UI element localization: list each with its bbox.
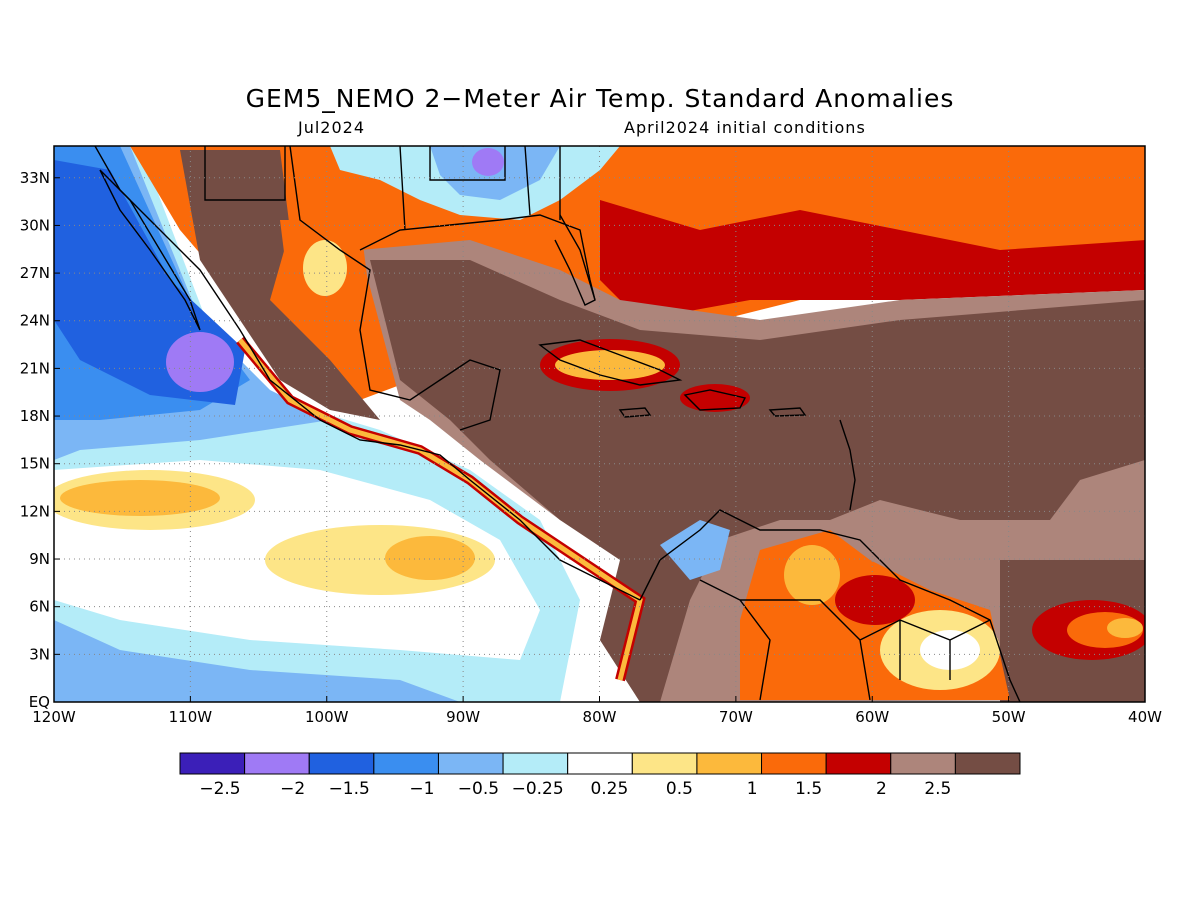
x-tick-label: 60W bbox=[855, 708, 889, 726]
colorbar-label: 0.5 bbox=[666, 779, 693, 799]
pacific-min-anomaly bbox=[166, 332, 234, 392]
y-tick-label: 27N bbox=[20, 264, 50, 282]
y-tick-label: 3N bbox=[29, 645, 50, 663]
atlantic-east-peak bbox=[1107, 618, 1143, 638]
florida bbox=[554, 214, 596, 306]
anomaly-field bbox=[54, 146, 1145, 702]
mexico-pacific-coast bbox=[94, 146, 641, 601]
venezuela-hot-patch bbox=[835, 575, 915, 625]
y-tick-label: 33N bbox=[20, 169, 50, 187]
colorbar-label: 0.25 bbox=[590, 779, 628, 799]
mexico-interior-anomaly bbox=[180, 150, 380, 420]
colorbar-label: 2.5 bbox=[924, 779, 951, 799]
y-tick-label: 9N bbox=[29, 550, 50, 568]
colorbar: −2.5 −2 −1.5 −1 −0.5 −0.25 0.25 0.5 1 1.5 2 2.5 bbox=[179, 752, 1021, 799]
y-tick-label: EQ bbox=[29, 693, 50, 711]
y-tick-label: 6N bbox=[29, 598, 50, 616]
colorbar-label: 1.5 bbox=[795, 779, 822, 799]
y-tick-label: 12N bbox=[20, 502, 50, 520]
coastlines bbox=[94, 146, 1021, 702]
lesser-antilles bbox=[839, 419, 856, 511]
pacific-cool-south-zone bbox=[54, 620, 460, 702]
gulf-coast bbox=[289, 146, 501, 431]
x-tick-label: 40W bbox=[1128, 708, 1162, 726]
cuba bbox=[538, 339, 683, 386]
colorbar-label: −1 bbox=[409, 779, 434, 799]
colorbar-label: −1.5 bbox=[329, 779, 370, 799]
south-america-north-coast bbox=[639, 509, 1021, 702]
colorbar-swatch bbox=[179, 752, 246, 775]
initial-conditions: April2024 initial conditions bbox=[624, 118, 866, 137]
puerto-rico bbox=[768, 407, 807, 417]
y-tick-label: 18N bbox=[20, 407, 50, 425]
hispaniola-hot-patch bbox=[680, 384, 750, 412]
colorbar-swatch bbox=[373, 752, 439, 775]
y-tick-label: 24N bbox=[20, 312, 50, 330]
valid-month: Jul2024 bbox=[298, 118, 366, 137]
x-tick-label: 80W bbox=[583, 708, 617, 726]
venezuela-warm-core bbox=[784, 545, 840, 605]
us-min-anomaly bbox=[472, 148, 504, 176]
colorbar-swatch bbox=[502, 752, 569, 775]
colorbar-swatch bbox=[631, 752, 698, 775]
pacific-warm-patch-central-core bbox=[385, 536, 475, 580]
x-tick-label: 110W bbox=[169, 708, 213, 726]
us-state-lines bbox=[204, 146, 561, 231]
x-tick-label: 90W bbox=[446, 708, 480, 726]
x-tick-label: 120W bbox=[32, 708, 76, 726]
colorbar-swatch bbox=[761, 752, 827, 775]
colorbar-swatch bbox=[890, 752, 956, 775]
y-axis-ticks: EQ 3N 6N 9N 12N 15N 18N 21N 24N 27N 30N 33N bbox=[20, 169, 60, 711]
y-tick-label: 15N bbox=[20, 455, 50, 473]
baja-california bbox=[99, 169, 201, 331]
jamaica bbox=[618, 407, 652, 418]
us-gulf-coast bbox=[359, 214, 596, 301]
colorbar-label: 2 bbox=[876, 779, 887, 799]
colorbar-swatch bbox=[954, 752, 1021, 775]
x-tick-label: 70W bbox=[719, 708, 753, 726]
x-tick-label: 50W bbox=[992, 708, 1026, 726]
x-tick-label: 100W bbox=[305, 708, 349, 726]
colorbar-swatch bbox=[696, 752, 763, 775]
south-america-borders bbox=[699, 579, 991, 701]
y-tick-label: 30N bbox=[20, 216, 50, 234]
grid-lines bbox=[54, 146, 1145, 702]
x-axis-ticks: 120W 110W 100W 90W 80W 70W 60W 50W 40W bbox=[32, 696, 1162, 726]
colorbar-swatch bbox=[437, 752, 504, 775]
colorbar-swatch bbox=[244, 752, 310, 775]
colorbar-swatch bbox=[825, 752, 892, 775]
y-tick-label: 21N bbox=[20, 359, 50, 377]
mexico-warm-center bbox=[303, 240, 347, 296]
colorbar-label: −0.25 bbox=[512, 779, 564, 799]
colorbar-swatch bbox=[567, 752, 633, 775]
hispaniola bbox=[683, 389, 747, 411]
colorbar-label: −2.5 bbox=[199, 779, 240, 799]
colorbar-swatch bbox=[308, 752, 375, 775]
colombia-cool-strip bbox=[660, 520, 730, 580]
map-title: GEM5_NEMO 2−Meter Air Temp. Standard Ano… bbox=[245, 84, 955, 113]
colorbar-label: 1 bbox=[747, 779, 758, 799]
colorbar-label: −0.5 bbox=[458, 779, 499, 799]
pacific-warm-patch-west-core bbox=[60, 480, 220, 516]
colorbar-label: −2 bbox=[280, 779, 305, 799]
gulf-hot-belt bbox=[600, 200, 1145, 320]
cuba-warm-patch bbox=[555, 350, 665, 380]
